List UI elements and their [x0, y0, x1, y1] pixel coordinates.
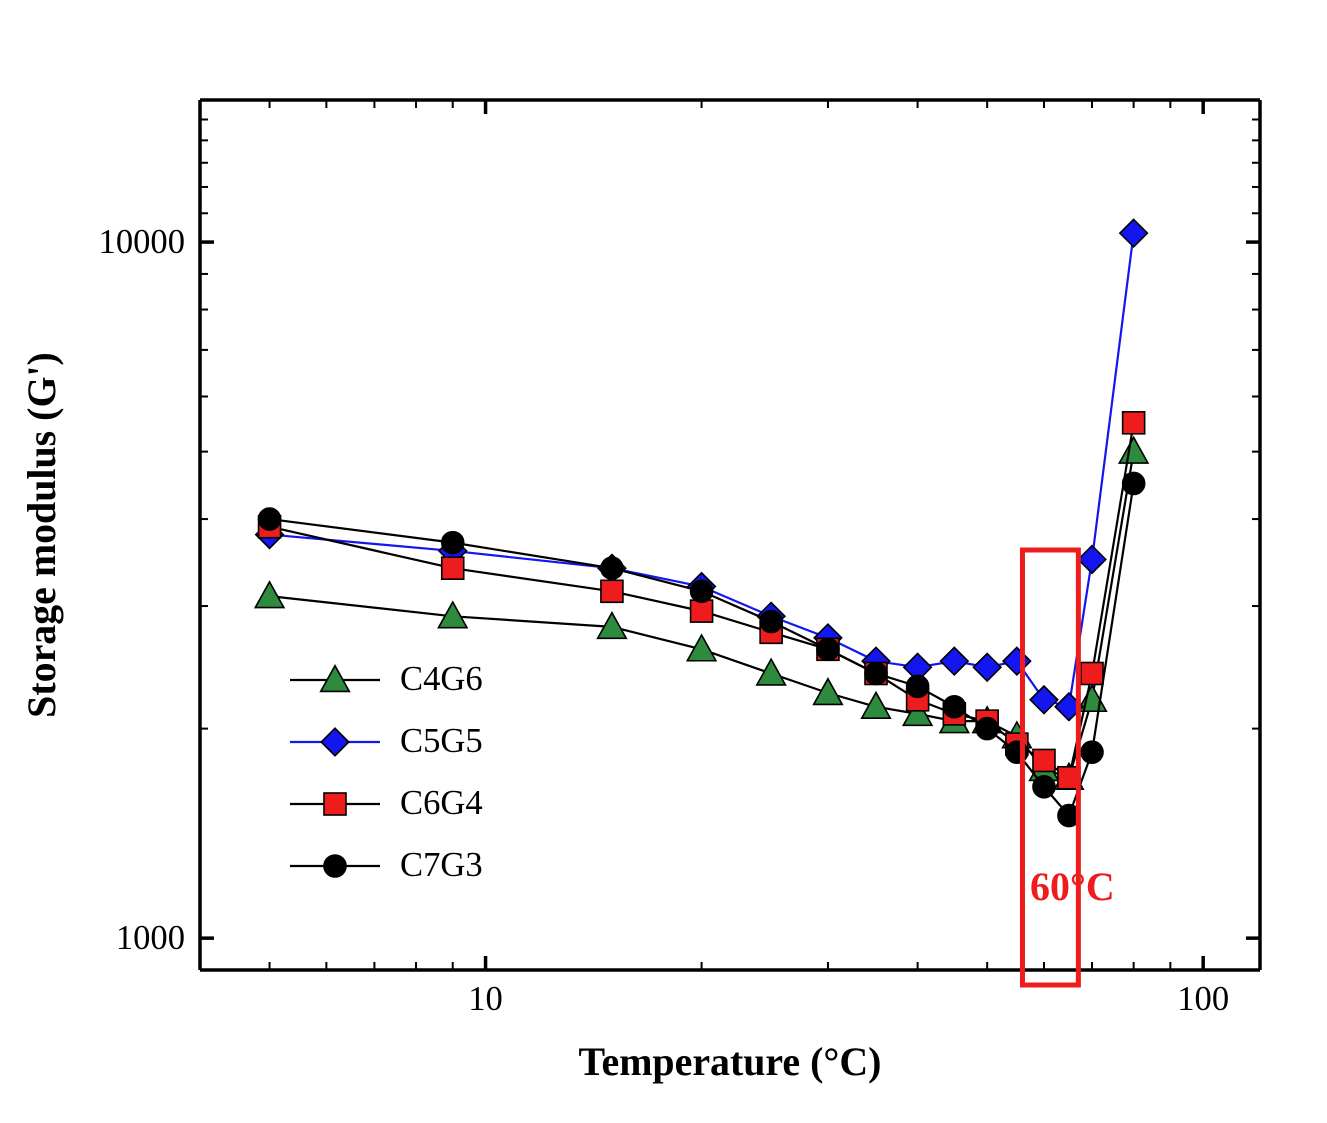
storage-modulus-chart: 10 100 1000 10000 Temperature (°C) Storage mo…	[0, 0, 1327, 1123]
legend-label: C4G6	[400, 660, 483, 698]
annotation-label-60c: 60°C	[1030, 864, 1115, 909]
x-axis-title: Temperature (°C)	[579, 1039, 882, 1084]
legend-label: C7G3	[400, 846, 483, 884]
y-tick-label: 10000	[99, 223, 185, 261]
legend-label: C6G4	[400, 784, 483, 822]
chart-page: { "chart": { "type": "line", "background…	[0, 0, 1327, 1123]
x-tick-label: 10	[468, 980, 503, 1018]
y-tick-label: 1000	[116, 919, 185, 957]
x-tick-label: 100	[1177, 980, 1229, 1018]
legend-label: C5G5	[400, 722, 483, 760]
y-axis-title: Storage modulus (G')	[19, 352, 64, 718]
